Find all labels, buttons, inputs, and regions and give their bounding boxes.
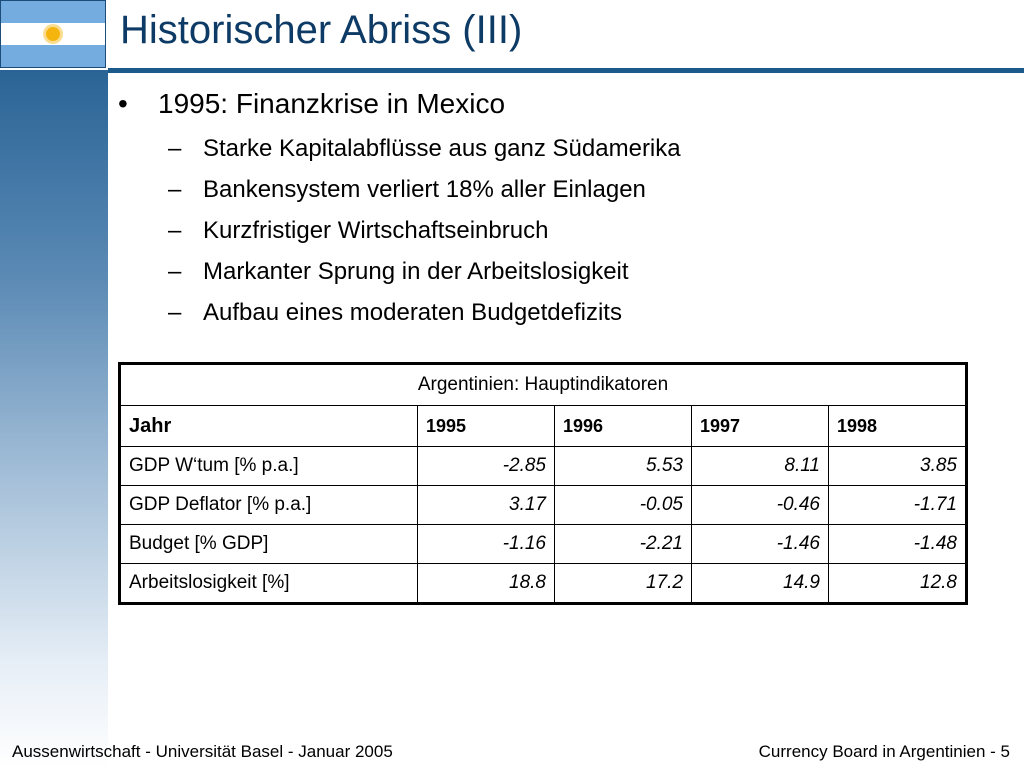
table-caption-row: Argentinien: Hauptindikatoren [119, 363, 967, 406]
row-label: GDP W‘tum [% p.a.] [119, 446, 418, 486]
title-underline [108, 68, 1024, 73]
dash-glyph: – [168, 176, 182, 203]
table-cell: 14.9 [691, 563, 829, 604]
sub-bullet: – Starke Kapitalabflüsse aus ganz Südame… [118, 128, 998, 169]
flag-stripe-middle [1, 23, 105, 45]
table-cell: -0.05 [554, 485, 692, 525]
flag-stripe-bottom [1, 45, 105, 67]
bullet-glyph: • [118, 88, 128, 119]
sub-bullet-text: Starke Kapitalabflüsse aus ganz Südameri… [203, 135, 681, 162]
bullet-list: • 1995: Finanzkrise in Mexico – Starke K… [118, 86, 998, 333]
flag-stripe-top [1, 1, 105, 23]
sub-bullet-list: – Starke Kapitalabflüsse aus ganz Südame… [118, 128, 998, 333]
footer-right: Currency Board in Argentinien - 5 [758, 742, 1010, 761]
header-jahr: Jahr [119, 405, 418, 447]
header-year: 1995 [417, 405, 555, 447]
table-cell: -1.71 [828, 485, 967, 525]
table-cell: -1.48 [828, 524, 967, 564]
main-bullet-text: 1995: Finanzkrise in Mexico [158, 88, 506, 119]
table-cell: 3.85 [828, 446, 967, 486]
table-header-row: Jahr 1995 1996 1997 1998 [119, 405, 967, 447]
table-cell: 17.2 [554, 563, 692, 604]
sub-bullet-text: Kurzfristiger Wirtschaftseinbruch [203, 217, 549, 244]
table-cell: -2.85 [417, 446, 555, 486]
header-year: 1998 [828, 405, 967, 447]
dash-glyph: – [168, 135, 182, 162]
table-cell: 5.53 [554, 446, 692, 486]
table-cell: 12.8 [828, 563, 967, 604]
sub-bullet: – Bankensystem verliert 18% aller Einlag… [118, 169, 998, 210]
table-row: GDP Deflator [% p.a.] 3.17 -0.05 -0.46 -… [119, 485, 967, 525]
argentina-flag-icon [0, 0, 106, 68]
sub-bullet-text: Markanter Sprung in der Arbeitslosigkeit [203, 258, 629, 285]
dash-glyph: – [168, 217, 182, 244]
row-label: Arbeitslosigkeit [%] [119, 563, 418, 604]
footer-left: Aussenwirtschaft - Universität Basel - J… [12, 742, 393, 761]
table-row: GDP W‘tum [% p.a.] -2.85 5.53 8.11 3.85 [119, 446, 967, 486]
table-row: Arbeitslosigkeit [%] 18.8 17.2 14.9 12.8 [119, 563, 967, 604]
table-caption: Argentinien: Hauptindikatoren [119, 363, 967, 406]
table-cell: -0.46 [691, 485, 829, 525]
row-label: Budget [% GDP] [119, 524, 418, 564]
main-bullet: • 1995: Finanzkrise in Mexico [118, 86, 998, 122]
row-label: GDP Deflator [% p.a.] [119, 485, 418, 525]
slide-title: Historischer Abriss (III) [120, 8, 523, 52]
sub-bullet: – Markanter Sprung in der Arbeitslosigke… [118, 251, 998, 292]
sub-bullet: – Aufbau eines moderaten Budgetdefizits [118, 292, 998, 333]
header-year: 1996 [554, 405, 692, 447]
sub-bullet-text: Bankensystem verliert 18% aller Einlagen [203, 176, 646, 203]
dash-glyph: – [168, 299, 182, 326]
indicators-table: Argentinien: Hauptindikatoren Jahr 1995 … [118, 362, 968, 605]
sub-bullet: – Kurzfristiger Wirtschaftseinbruch [118, 210, 998, 251]
table-cell: 18.8 [417, 563, 555, 604]
sidebar-gradient [0, 70, 108, 768]
sun-of-may-icon [46, 27, 60, 41]
dash-glyph: – [168, 258, 182, 285]
table-cell: 3.17 [417, 485, 555, 525]
table-cell: 8.11 [691, 446, 829, 486]
table-cell: -1.16 [417, 524, 555, 564]
table-cell: -2.21 [554, 524, 692, 564]
sub-bullet-text: Aufbau eines moderaten Budgetdefizits [203, 299, 622, 326]
table-cell: -1.46 [691, 524, 829, 564]
header-year: 1997 [691, 405, 829, 447]
table-row: Budget [% GDP] -1.16 -2.21 -1.46 -1.48 [119, 524, 967, 564]
